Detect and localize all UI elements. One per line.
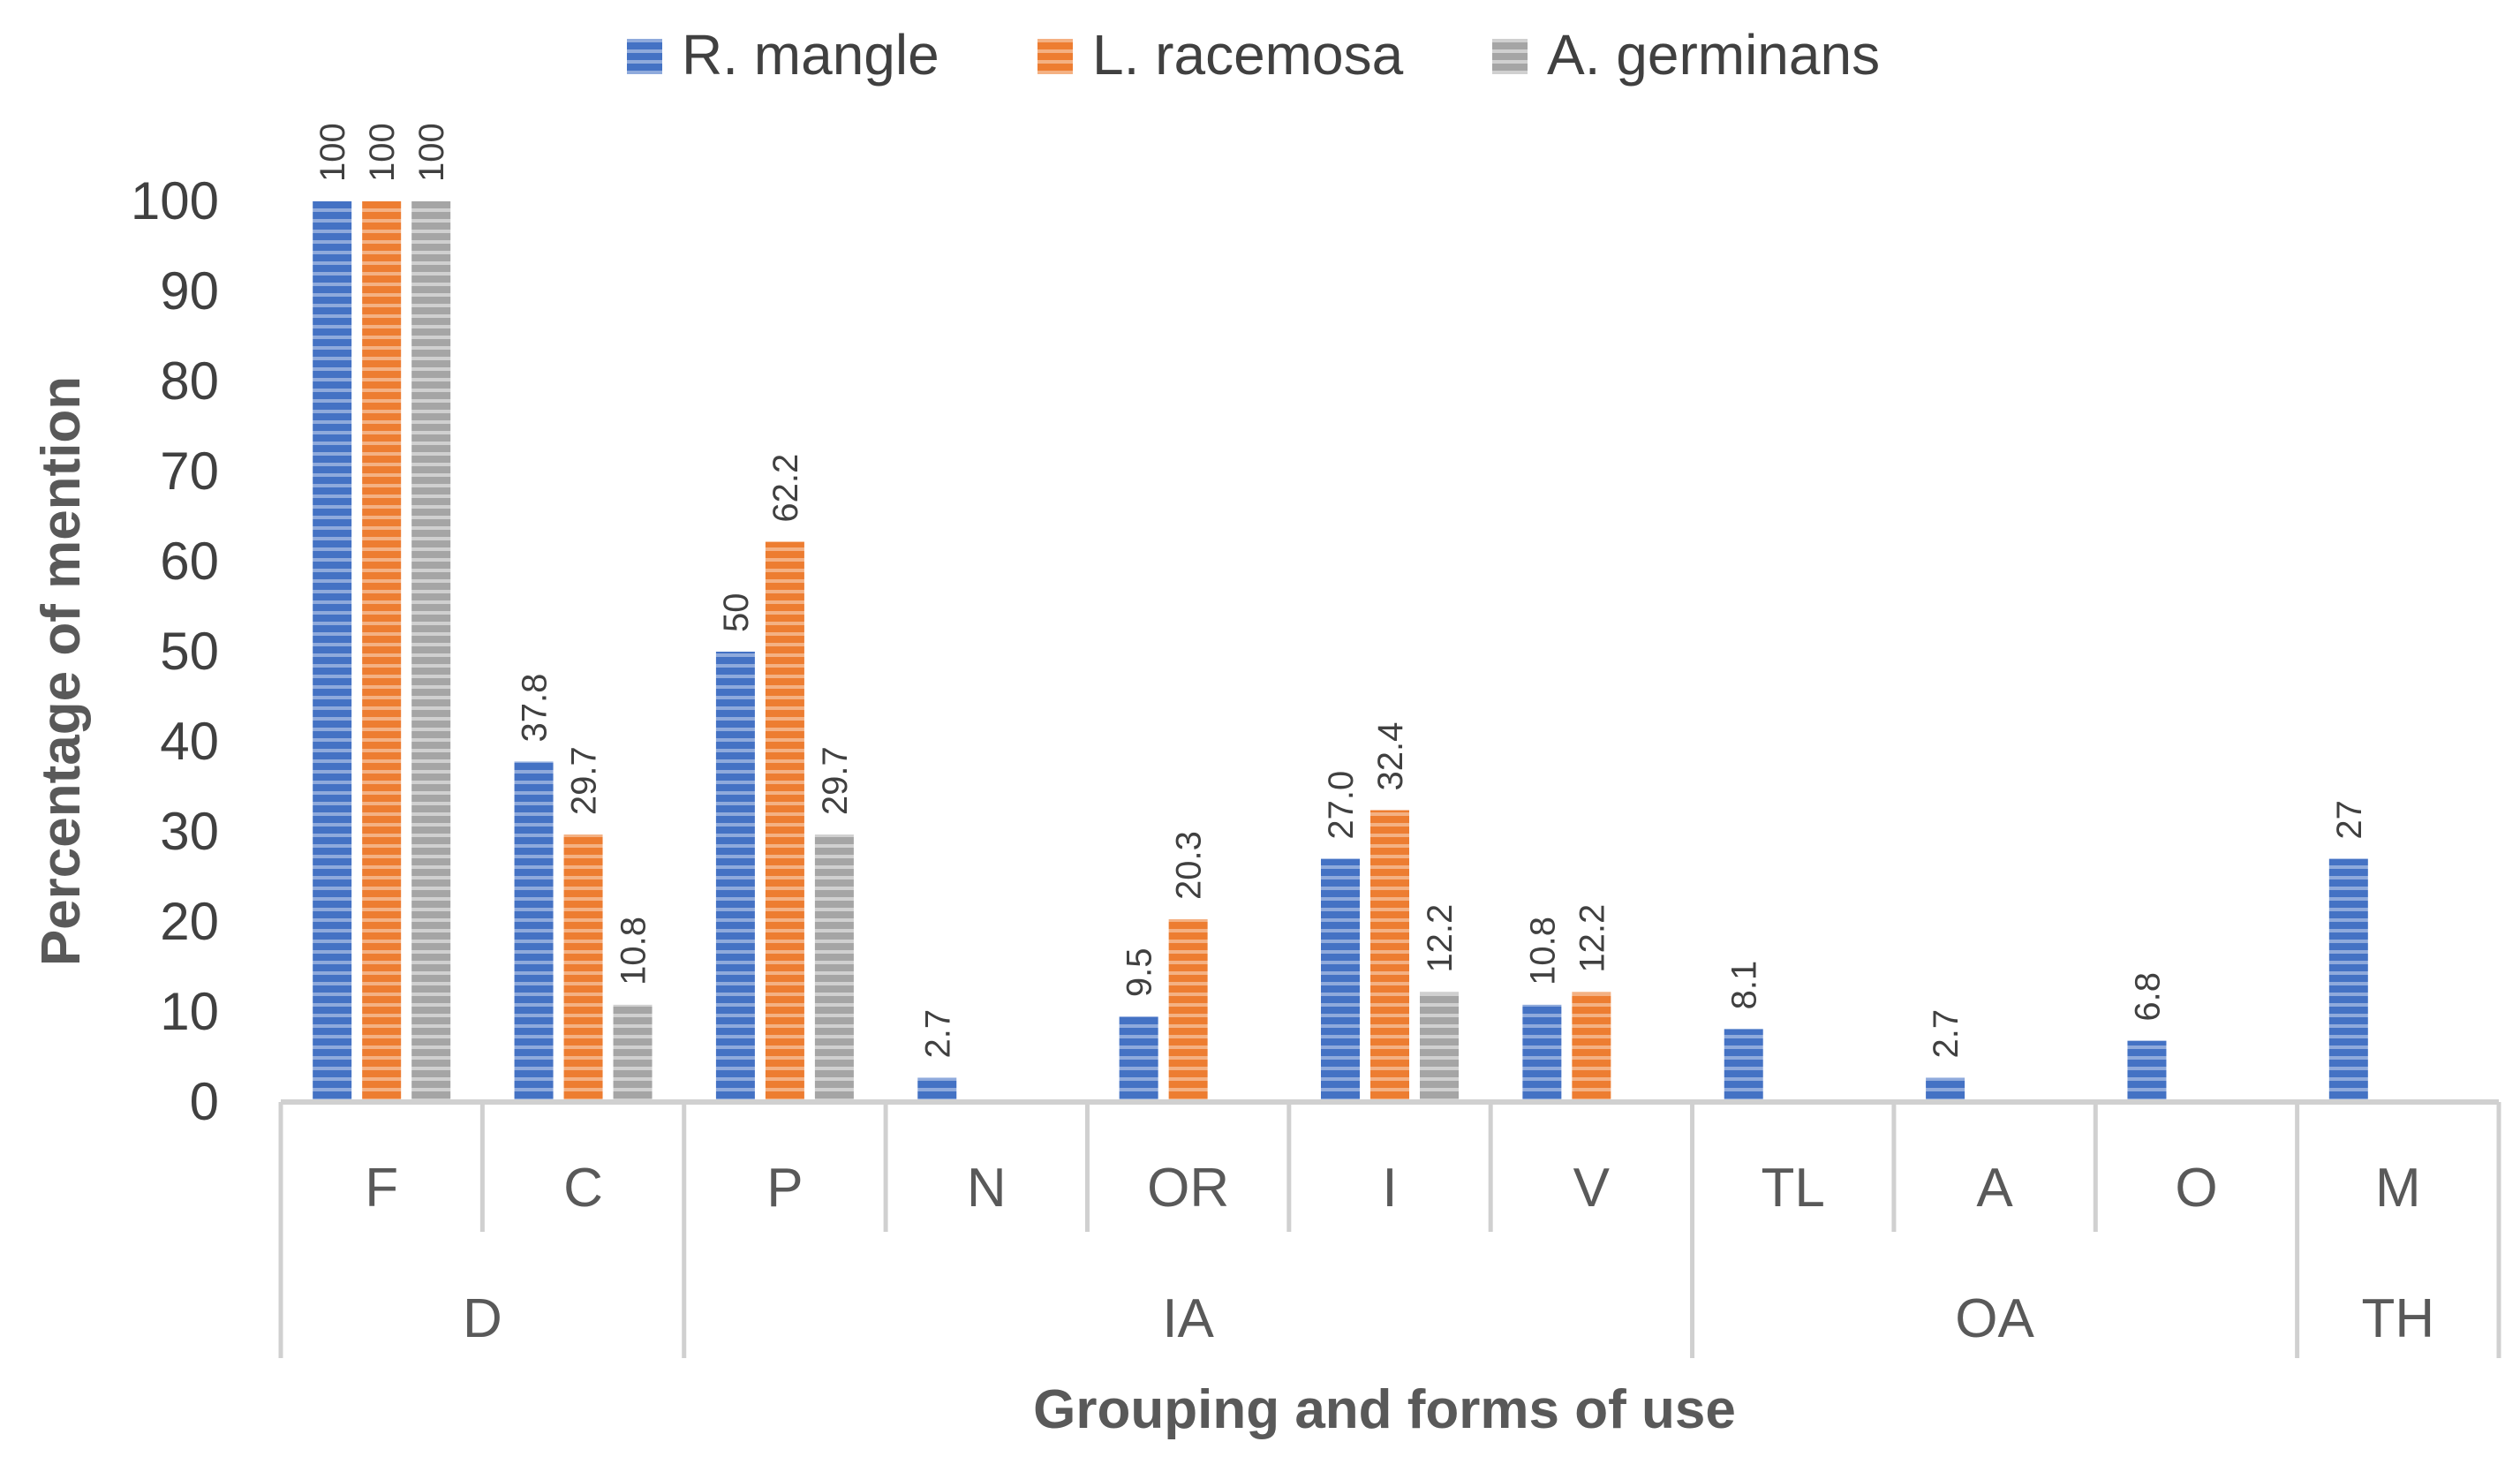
data-label-OR-1: 20.3 xyxy=(1170,831,1209,900)
bar-I-0 xyxy=(1321,858,1360,1102)
data-label-P-2: 29.7 xyxy=(816,746,855,815)
data-label-P-1: 62.2 xyxy=(766,454,805,523)
bar-I-1 xyxy=(1370,810,1409,1102)
data-labels: 100 100 100 37.8 29.7 10.8 50 62.2 29.7 2.7 9.5 20.… xyxy=(313,123,2369,1058)
category-label-M: M xyxy=(2375,1158,2421,1219)
bar-I-2 xyxy=(1420,992,1459,1102)
y-tick-label: 80 xyxy=(160,351,219,411)
category-label-O: O xyxy=(2175,1158,2217,1219)
data-label-M-0: 27 xyxy=(2330,800,2369,840)
bar-F-0 xyxy=(313,201,352,1102)
data-label-I-1: 32.4 xyxy=(1371,722,1410,791)
legend-swatch-1 xyxy=(1037,39,1073,74)
bar-OR-1 xyxy=(1168,918,1208,1102)
bar-C-0 xyxy=(514,761,554,1102)
data-label-I-2: 12.2 xyxy=(1421,904,1460,973)
data-label-V-1: 12.2 xyxy=(1573,904,1611,973)
bar-A-0 xyxy=(1926,1077,1965,1102)
category-label-P: P xyxy=(766,1158,803,1219)
bars xyxy=(313,201,2368,1102)
legend: R. mangle L. racemosa A. germinans xyxy=(627,23,1880,87)
data-label-N-0: 2.7 xyxy=(918,1009,957,1059)
data-label-A-0: 2.7 xyxy=(1927,1009,1965,1059)
bar-P-1 xyxy=(765,541,804,1102)
category-label-I: I xyxy=(1382,1158,1397,1219)
y-tick-label: 10 xyxy=(160,982,219,1041)
data-label-F-2: 100 xyxy=(412,123,451,182)
data-label-C-2: 10.8 xyxy=(615,917,653,985)
data-label-O-0: 6.8 xyxy=(2128,972,2167,1022)
data-label-TL-0: 8.1 xyxy=(1725,961,1764,1010)
category-label-N: N xyxy=(967,1158,1007,1219)
y-axis: 0 10 20 30 40 50 60 70 80 90 100 xyxy=(131,171,219,1131)
bar-OR-0 xyxy=(1119,1016,1158,1102)
bar-C-2 xyxy=(613,1004,653,1102)
category-label-F: F xyxy=(365,1158,398,1219)
y-tick-label: 90 xyxy=(160,261,219,321)
legend-label-1: L. racemosa xyxy=(1092,23,1404,87)
y-tick-label: 40 xyxy=(160,712,219,771)
bar-P-2 xyxy=(814,834,854,1102)
legend-label-0: R. mangle xyxy=(682,23,939,87)
group-label-OA: OA xyxy=(1955,1288,2034,1349)
y-tick-label: 20 xyxy=(160,892,219,951)
group-label-D: D xyxy=(463,1288,502,1349)
y-axis-title: Percentage of mention xyxy=(31,376,92,966)
data-label-P-0: 50 xyxy=(717,593,756,633)
legend-swatch-2 xyxy=(1492,39,1528,74)
x-axis: F C P N OR I V TL A O M D IA OA TH xyxy=(278,1099,2501,1358)
bar-V-1 xyxy=(1572,992,1611,1102)
data-label-C-1: 29.7 xyxy=(565,746,604,815)
data-label-V-0: 10.8 xyxy=(1523,917,1562,985)
bar-M-0 xyxy=(2328,858,2368,1102)
x-axis-title: Grouping and forms of use xyxy=(1033,1379,1736,1440)
bar-O-0 xyxy=(2127,1040,2167,1102)
category-label-A: A xyxy=(1976,1158,2013,1219)
bar-F-2 xyxy=(411,201,451,1102)
category-label-TL: TL xyxy=(1762,1158,1825,1219)
y-tick-label: 30 xyxy=(160,802,219,861)
y-tick-label: 100 xyxy=(131,171,219,230)
bar-N-0 xyxy=(917,1077,957,1102)
bar-TL-0 xyxy=(1724,1029,1763,1102)
data-label-OR-0: 9.5 xyxy=(1120,947,1159,997)
data-label-C-0: 37.8 xyxy=(516,674,555,743)
y-tick-label: 70 xyxy=(160,442,219,501)
data-label-F-1: 100 xyxy=(363,123,402,182)
data-label-I-0: 27.0 xyxy=(1322,771,1361,840)
group-label-TH: TH xyxy=(2361,1288,2434,1349)
bar-V-0 xyxy=(1522,1004,1562,1102)
legend-label-2: A. germinans xyxy=(1547,23,1880,87)
legend-swatch-0 xyxy=(627,39,662,74)
y-tick-label: 50 xyxy=(160,622,219,681)
category-label-OR: OR xyxy=(1147,1158,1229,1219)
bar-P-0 xyxy=(715,652,755,1102)
group-label-IA: IA xyxy=(1162,1288,1214,1349)
data-label-F-0: 100 xyxy=(313,123,352,182)
y-tick-label: 0 xyxy=(190,1072,219,1131)
bar-C-1 xyxy=(563,834,603,1102)
category-label-C: C xyxy=(563,1158,603,1219)
y-tick-label: 60 xyxy=(160,532,219,591)
category-label-V: V xyxy=(1573,1158,1611,1219)
bar-F-1 xyxy=(362,201,402,1102)
